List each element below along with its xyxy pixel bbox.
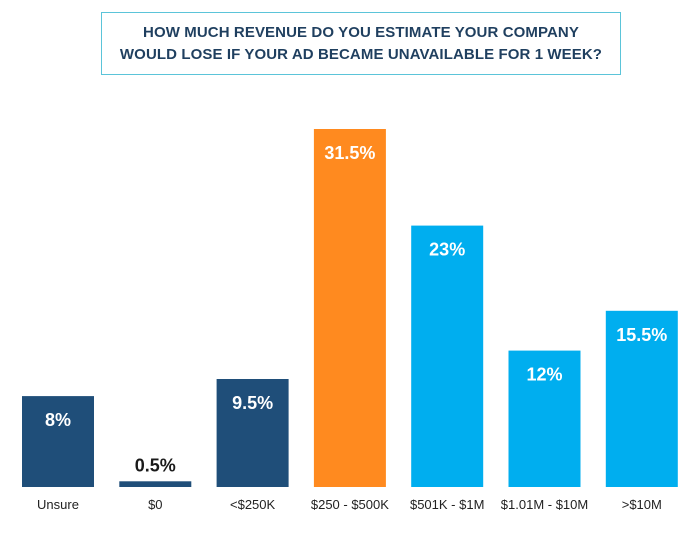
chart-title-box: HOW MUCH REVENUE DO YOU ESTIMATE YOUR CO… <box>101 12 621 75</box>
value-label-0: 8% <box>45 410 71 430</box>
bars-group <box>22 129 678 487</box>
category-label-2: <$250K <box>230 497 276 512</box>
value-label-5: 12% <box>526 365 562 385</box>
category-labels-group: Unsure $0 <$250K $250 - $500K $501K - $1M $1.… <box>37 497 662 512</box>
value-label-3: 31.5% <box>324 143 375 163</box>
bar-1 <box>119 481 192 487</box>
bar-0 <box>22 396 94 487</box>
bar-2 <box>216 379 289 487</box>
chart-title-line-2: WOULD LOSE IF YOUR AD BECAME UNAVAILABLE… <box>119 45 603 63</box>
category-label-4: $501K - $1M <box>410 497 484 512</box>
category-label-3: $250 - $500K <box>311 497 389 512</box>
category-label-1: $0 <box>148 497 162 512</box>
category-label-0: Unsure <box>37 497 79 512</box>
bar-3 <box>313 129 386 487</box>
bar-6 <box>605 310 678 487</box>
category-label-6: >$10M <box>622 497 662 512</box>
bar-4 <box>411 225 484 487</box>
value-label-1: 0.5% <box>135 455 176 475</box>
value-label-6: 15.5% <box>616 325 667 345</box>
value-labels-group: 8% 0.5% 9.5% 31.5% 23% 12% 15.5% <box>45 143 667 475</box>
value-label-2: 9.5% <box>232 393 273 413</box>
category-label-5: $1.01M - $10M <box>501 497 588 512</box>
value-label-4: 23% <box>429 240 465 260</box>
chart-title-line-1: HOW MUCH REVENUE DO YOU ESTIMATE YOUR CO… <box>143 23 579 41</box>
bar-5 <box>508 350 581 487</box>
